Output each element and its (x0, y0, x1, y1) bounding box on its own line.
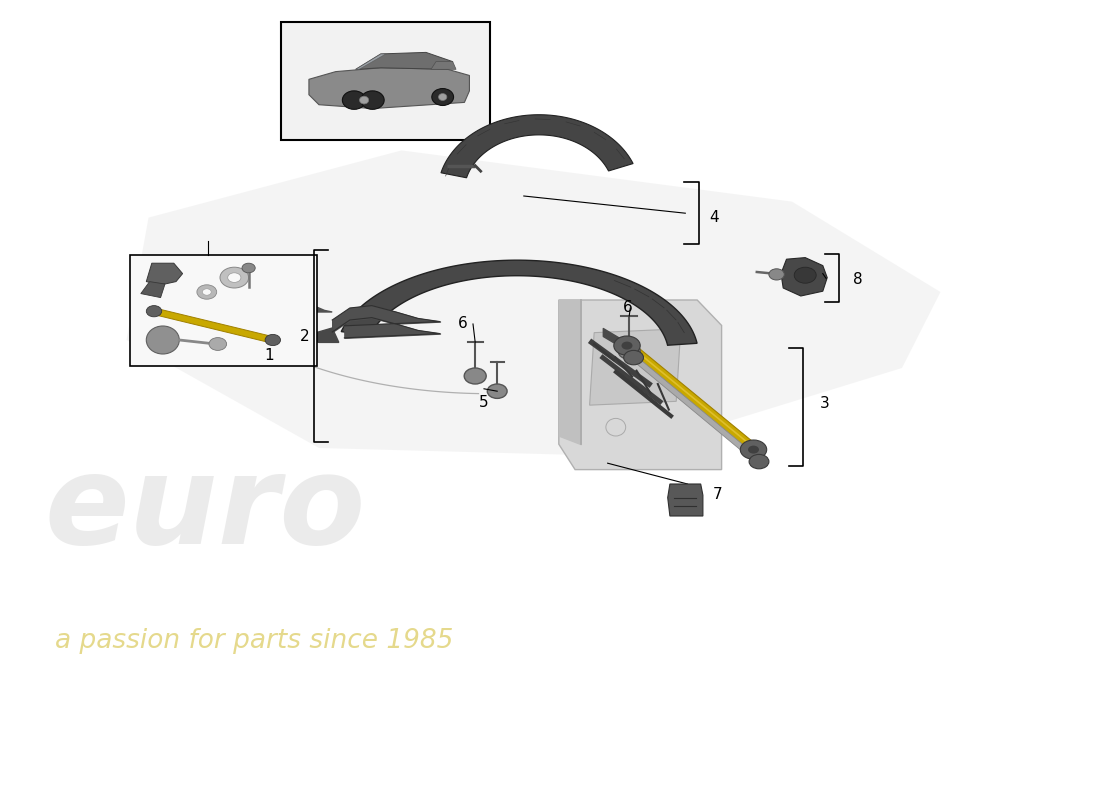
Polygon shape (590, 329, 681, 405)
Circle shape (624, 350, 644, 365)
Text: 1: 1 (265, 348, 274, 362)
Text: a passion for parts since 1985: a passion for parts since 1985 (55, 628, 453, 654)
Polygon shape (431, 62, 456, 70)
Ellipse shape (432, 89, 453, 106)
Polygon shape (623, 342, 758, 453)
Polygon shape (153, 308, 274, 343)
Circle shape (487, 384, 507, 398)
Ellipse shape (361, 91, 384, 110)
Polygon shape (441, 114, 634, 178)
Bar (130, 255, 317, 366)
Polygon shape (668, 484, 703, 516)
Circle shape (242, 263, 255, 273)
Ellipse shape (342, 91, 366, 110)
Circle shape (197, 285, 217, 299)
Circle shape (748, 446, 759, 454)
Text: euro: euro (44, 449, 365, 570)
Ellipse shape (146, 326, 179, 354)
Text: 3: 3 (820, 397, 829, 411)
Polygon shape (631, 356, 761, 463)
Ellipse shape (439, 94, 447, 101)
Polygon shape (559, 300, 722, 470)
Circle shape (614, 336, 640, 355)
Polygon shape (302, 328, 339, 342)
Polygon shape (141, 282, 165, 298)
Polygon shape (309, 68, 470, 109)
Text: 2: 2 (300, 329, 309, 344)
Polygon shape (355, 52, 453, 70)
Circle shape (618, 343, 640, 359)
Bar (280, 22, 490, 140)
Ellipse shape (606, 418, 626, 436)
Text: 6: 6 (623, 301, 632, 315)
Circle shape (209, 338, 227, 350)
Circle shape (769, 269, 784, 280)
Text: 4: 4 (710, 210, 719, 225)
Polygon shape (126, 150, 940, 456)
Text: 5: 5 (480, 395, 488, 410)
Circle shape (202, 289, 211, 295)
Circle shape (621, 342, 632, 350)
Circle shape (794, 267, 816, 283)
Text: 8: 8 (852, 273, 862, 287)
Polygon shape (146, 263, 183, 284)
Circle shape (146, 306, 162, 317)
Ellipse shape (360, 96, 368, 104)
Polygon shape (355, 54, 386, 70)
Circle shape (265, 334, 280, 346)
Polygon shape (299, 302, 332, 312)
Circle shape (464, 368, 486, 384)
Circle shape (228, 273, 241, 282)
Text: 7: 7 (713, 487, 723, 502)
Text: 6: 6 (458, 317, 468, 331)
Circle shape (749, 454, 769, 469)
Circle shape (220, 267, 249, 288)
Polygon shape (781, 258, 827, 296)
Circle shape (740, 440, 767, 459)
Polygon shape (341, 260, 697, 346)
